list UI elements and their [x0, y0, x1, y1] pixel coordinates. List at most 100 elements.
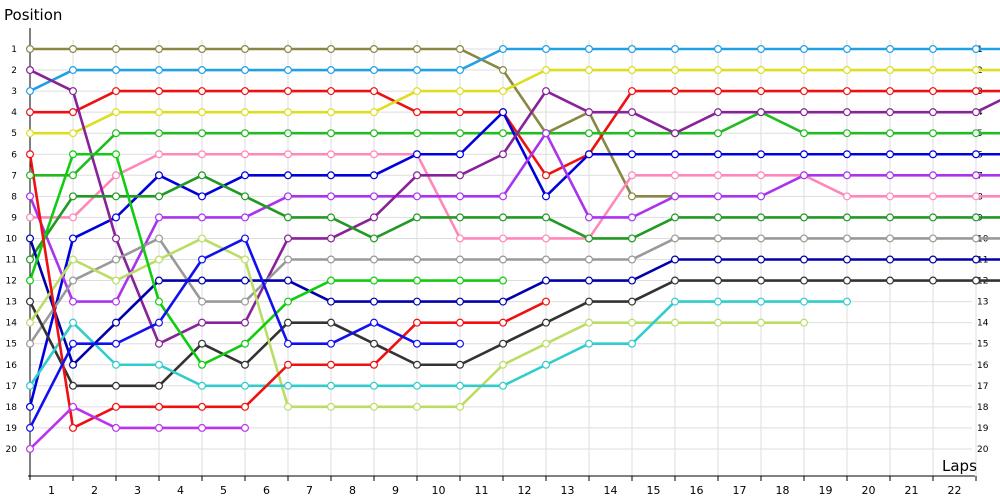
y-tick-label-right: 18	[977, 403, 989, 413]
series-point	[413, 192, 422, 201]
series-point	[928, 192, 937, 201]
series-point	[155, 66, 164, 75]
series-point	[971, 234, 980, 243]
series-point	[842, 276, 851, 285]
series-point	[842, 255, 851, 264]
series-point	[327, 129, 336, 138]
series-point	[541, 213, 550, 222]
series-point	[284, 402, 293, 411]
series-point	[756, 213, 765, 222]
series-point	[198, 297, 207, 306]
series-point	[284, 44, 293, 53]
series-point	[198, 381, 207, 390]
series-point	[756, 297, 765, 306]
series-point	[26, 44, 35, 53]
series-point	[885, 171, 894, 180]
series-point	[327, 150, 336, 159]
series-point	[799, 213, 808, 222]
series-point	[111, 423, 120, 432]
series-point	[155, 297, 164, 306]
series-point	[111, 402, 120, 411]
series-point	[413, 297, 422, 306]
series-point	[799, 108, 808, 117]
series-point	[713, 255, 722, 264]
series-lines	[28, 47, 1000, 451]
series-point	[713, 192, 722, 201]
series-point	[499, 339, 508, 348]
series-point	[284, 129, 293, 138]
series-point	[541, 339, 550, 348]
series-point	[68, 213, 77, 222]
series-point	[284, 66, 293, 75]
series-point	[799, 234, 808, 243]
series-point	[670, 87, 679, 96]
series-point	[198, 213, 207, 222]
series-point	[26, 213, 35, 222]
series-point	[155, 276, 164, 285]
series-point	[370, 66, 379, 75]
series-point	[68, 318, 77, 327]
series-point	[155, 234, 164, 243]
series-point	[284, 360, 293, 369]
series-point	[111, 339, 120, 348]
series-point	[155, 318, 164, 327]
series-point	[971, 276, 980, 285]
x-tick-label: 18	[776, 484, 790, 497]
x-tick-label: 14	[604, 484, 618, 497]
y-tick-label: 9	[11, 213, 17, 223]
series-point	[413, 66, 422, 75]
series-point	[499, 44, 508, 53]
series-point	[413, 381, 422, 390]
series-point	[456, 402, 465, 411]
series-point	[756, 192, 765, 201]
series-point	[499, 192, 508, 201]
series-point	[627, 150, 636, 159]
series-point	[627, 297, 636, 306]
series-point	[499, 213, 508, 222]
series-point	[627, 234, 636, 243]
series-point	[327, 108, 336, 117]
y-tick-label: 11	[6, 256, 17, 266]
series-point	[456, 360, 465, 369]
series-point	[68, 108, 77, 117]
series-point	[155, 192, 164, 201]
series-point	[799, 129, 808, 138]
series-point	[627, 276, 636, 285]
series-point	[799, 255, 808, 264]
series-point	[456, 150, 465, 159]
series-point	[499, 87, 508, 96]
series-point	[756, 318, 765, 327]
series-point	[842, 213, 851, 222]
series-point	[670, 129, 679, 138]
series-point	[241, 87, 250, 96]
x-axis-title: Laps	[942, 457, 977, 475]
series-point	[26, 318, 35, 327]
series-point	[241, 297, 250, 306]
x-tick-label: 11	[475, 484, 489, 497]
series-point	[370, 44, 379, 53]
series-point	[26, 255, 35, 264]
series-point	[971, 108, 980, 117]
series-point	[370, 171, 379, 180]
series-point	[155, 381, 164, 390]
series-point	[155, 108, 164, 117]
series-point	[68, 360, 77, 369]
series-point	[456, 44, 465, 53]
series-point	[456, 297, 465, 306]
series-point	[584, 339, 593, 348]
series-point	[499, 381, 508, 390]
series-point	[155, 150, 164, 159]
y-tick-label: 16	[6, 361, 18, 371]
x-tick-label: 7	[306, 484, 313, 497]
series-point	[413, 339, 422, 348]
series-point	[756, 66, 765, 75]
series-point	[198, 192, 207, 201]
series-point	[26, 297, 35, 306]
series-point	[627, 255, 636, 264]
series-point	[198, 360, 207, 369]
series-point	[26, 444, 35, 453]
series-point	[327, 234, 336, 243]
x-tick-label: 6	[263, 484, 270, 497]
series-point	[68, 44, 77, 53]
series-point	[241, 108, 250, 117]
